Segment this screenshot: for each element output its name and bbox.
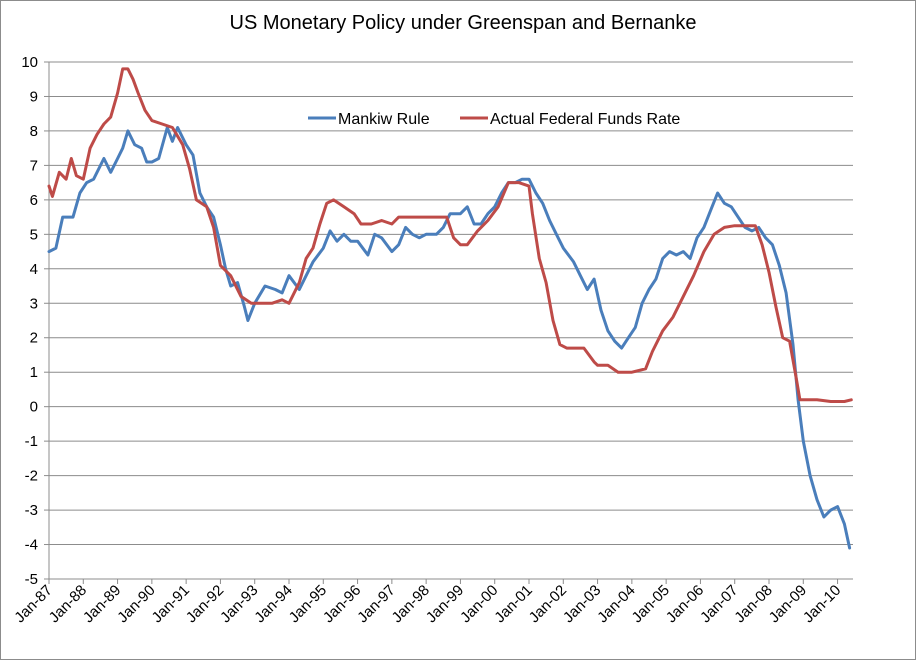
y-tick-label: -3 xyxy=(25,502,38,519)
series-line-actual-federal-funds-rate xyxy=(47,67,853,403)
y-tick-label: -1 xyxy=(25,433,38,450)
x-tick-label: Jan-92 xyxy=(183,582,227,626)
y-tick-label: 2 xyxy=(30,330,38,347)
y-tick-label: 7 xyxy=(30,157,38,174)
y-tick-label: 3 xyxy=(30,295,38,312)
x-tick-label: Jan-90 xyxy=(114,582,158,626)
x-tick-label: Jan-97 xyxy=(354,582,398,626)
series-lines xyxy=(47,67,853,550)
legend: Mankiw Rule Actual Federal Funds Rate xyxy=(308,111,680,128)
x-tick-label: Jan-01 xyxy=(491,582,535,626)
gridlines xyxy=(49,61,853,580)
x-tick-label: Jan-04 xyxy=(594,582,638,626)
x-tick-label: Jan-99 xyxy=(423,582,467,626)
legend-label: Actual Federal Funds Rate xyxy=(490,111,680,128)
y-tick-label: 8 xyxy=(30,123,38,140)
y-tick-label: 10 xyxy=(21,54,38,71)
x-tick-label: Jan-02 xyxy=(526,582,570,626)
y-tick-label: -5 xyxy=(25,571,38,588)
x-tick-label: Jan-06 xyxy=(663,582,707,626)
x-tick-label: Jan-96 xyxy=(320,582,364,626)
y-tick-label: 5 xyxy=(30,226,38,243)
x-tick-label: Jan-10 xyxy=(800,582,844,626)
x-tick-label: Jan-89 xyxy=(80,582,124,626)
x-tick-label: Jan-95 xyxy=(286,582,330,626)
x-tick-label: Jan-00 xyxy=(457,582,501,626)
y-tick-label: -4 xyxy=(25,537,38,554)
chart-title: US Monetary Policy under Greenspan and B… xyxy=(230,12,697,34)
x-tick-label: Jan-94 xyxy=(251,582,295,626)
y-tick-label: 6 xyxy=(30,192,38,209)
x-axis-tick-labels: Jan-87Jan-88Jan-89Jan-90Jan-91Jan-92Jan-… xyxy=(11,582,844,626)
x-tick-label: Jan-09 xyxy=(766,582,810,626)
x-tick-label: Jan-91 xyxy=(149,582,193,626)
x-tick-label: Jan-08 xyxy=(731,582,775,626)
axes xyxy=(44,61,853,584)
x-tick-label: Jan-05 xyxy=(629,582,673,626)
y-tick-label: 9 xyxy=(30,88,38,105)
legend-label: Mankiw Rule xyxy=(338,111,430,128)
x-tick-label: Jan-87 xyxy=(11,582,55,626)
x-tick-label: Jan-03 xyxy=(560,582,604,626)
x-tick-label: Jan-93 xyxy=(217,582,261,626)
y-tick-label: -2 xyxy=(25,468,38,485)
y-tick-label: 0 xyxy=(30,399,38,416)
x-tick-label: Jan-07 xyxy=(697,582,741,626)
series-line-mankiw-rule xyxy=(47,126,852,550)
x-tick-label: Jan-98 xyxy=(389,582,433,626)
y-tick-label: 4 xyxy=(30,261,38,278)
y-tick-label: 1 xyxy=(30,364,38,381)
x-tick-label: Jan-88 xyxy=(46,582,90,626)
